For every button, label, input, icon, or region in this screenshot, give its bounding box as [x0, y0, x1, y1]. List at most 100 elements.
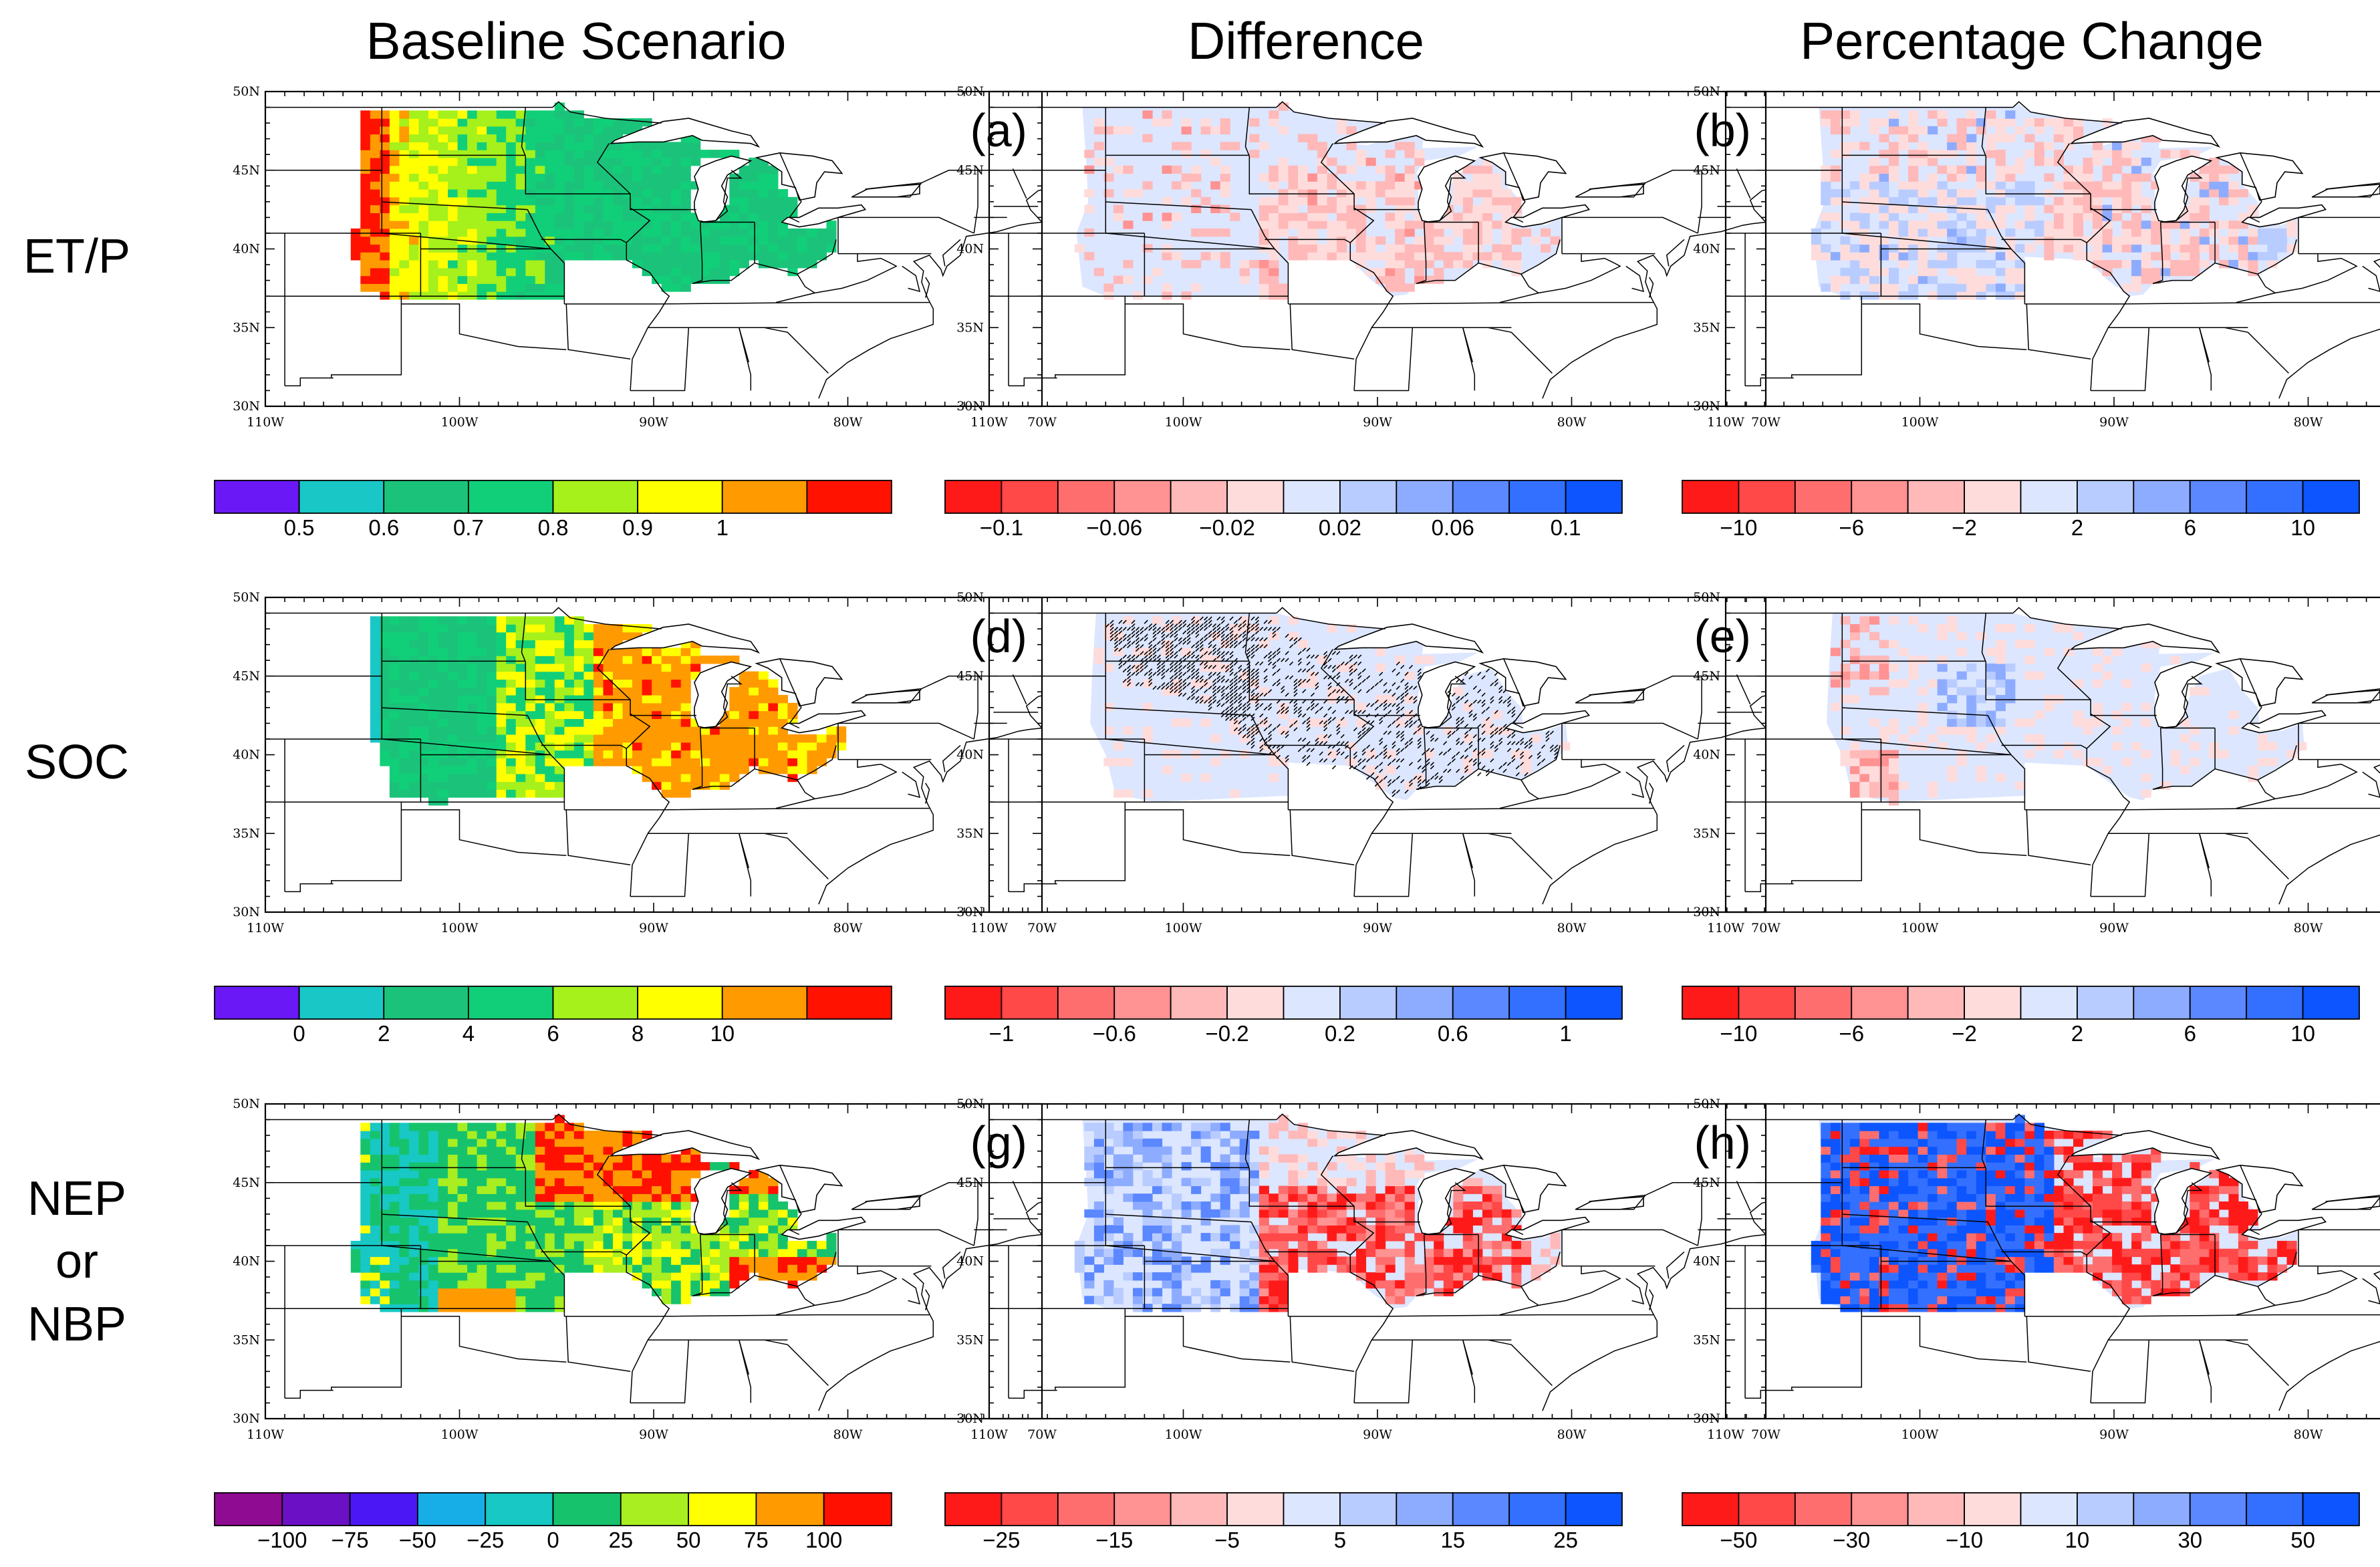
grid-cell	[1356, 181, 1367, 190]
grid-cell	[506, 236, 517, 245]
grid-cell	[1995, 291, 2006, 300]
grid-cell	[632, 624, 643, 633]
grid-cell	[467, 718, 478, 727]
grid-cell	[564, 671, 575, 680]
grid-cell	[487, 758, 497, 766]
stipple-mark	[1327, 692, 1332, 697]
stipple-mark	[1186, 630, 1191, 635]
grid-cell	[1879, 189, 1889, 198]
stipple-mark	[1340, 716, 1345, 721]
grid-cell	[370, 165, 380, 174]
grid-cell	[525, 702, 536, 712]
grid-cell	[1966, 283, 1977, 292]
lake-3	[1478, 658, 1567, 707]
grid-cell	[496, 750, 507, 758]
grid-cell	[564, 142, 575, 150]
stipple-mark	[1430, 734, 1434, 738]
colorbar-swatch	[214, 986, 300, 1020]
stipple-mark	[1212, 699, 1217, 704]
grid-cell	[2179, 252, 2190, 261]
grid-cell	[545, 228, 555, 237]
grid-cell	[1492, 204, 1502, 213]
grid-cell	[380, 110, 390, 119]
grid-cell	[457, 173, 468, 182]
grid-cell	[399, 244, 410, 253]
stipple-mark	[1306, 668, 1311, 673]
grid-cell	[1200, 150, 1211, 158]
grid-cell	[1966, 110, 1977, 119]
grid-cell	[1966, 267, 1977, 277]
stipple-mark	[1144, 651, 1148, 656]
grid-cell	[2286, 228, 2297, 237]
grid-cell	[700, 260, 710, 269]
grid-cell	[680, 267, 691, 277]
grid-cell	[661, 283, 672, 292]
grid-cell	[457, 726, 468, 735]
state-line	[1666, 744, 1685, 772]
grid-cell	[1869, 189, 1880, 198]
grid-cell	[487, 710, 497, 719]
grid-cell	[1840, 118, 1851, 127]
grid-cell	[477, 173, 487, 182]
stipple-mark	[1285, 692, 1289, 697]
grid-cell	[535, 648, 545, 656]
grid-cell	[632, 648, 643, 656]
lake-5	[1575, 184, 1644, 198]
grid-cell	[457, 252, 468, 261]
stipple-mark	[1545, 734, 1550, 738]
grid-cell	[710, 252, 720, 261]
grid-cell	[632, 726, 643, 735]
grid-cell	[1482, 196, 1492, 206]
stipple-mark	[1554, 744, 1559, 749]
grid-cell	[545, 702, 555, 712]
grid-cell	[622, 173, 633, 182]
grid-cell	[506, 221, 517, 229]
stipple-mark	[1246, 699, 1251, 704]
grid-cell	[535, 275, 545, 284]
grid-cell	[2121, 221, 2132, 229]
grid-cell	[2063, 244, 2074, 253]
stipple-mark	[1165, 623, 1170, 627]
stipple-mark	[1109, 630, 1114, 635]
grid-cell	[2121, 157, 2132, 166]
stipple-mark	[1113, 637, 1119, 642]
stipple-mark	[1357, 661, 1362, 666]
stipple-mark	[1113, 648, 1119, 652]
grid-cell	[1976, 181, 1986, 190]
grid-cell	[506, 766, 517, 774]
grid-cell	[428, 718, 439, 727]
grid-cell	[680, 773, 691, 782]
grid-cell	[1307, 252, 1318, 261]
grid-cell	[506, 648, 517, 656]
colorbar-swatch	[1907, 480, 1965, 514]
grid-cell	[603, 695, 614, 704]
stipple-mark	[1242, 716, 1246, 721]
lon-label: 80W	[833, 921, 863, 936]
grid-cell	[642, 702, 652, 712]
grid-cell	[515, 726, 526, 735]
grid-cell	[418, 291, 429, 300]
grid-cell	[652, 165, 662, 174]
grid-cell	[573, 252, 584, 261]
grid-cell	[1501, 244, 1512, 253]
grid-cell	[477, 275, 487, 284]
stipple-mark	[1242, 727, 1246, 732]
grid-cell	[438, 157, 448, 166]
grid-cell	[1414, 150, 1425, 158]
state-line	[1842, 201, 1988, 210]
stipple-mark	[1426, 730, 1430, 735]
stipple-mark	[1229, 716, 1234, 721]
grid-cell	[496, 189, 507, 198]
stipple-mark	[1212, 630, 1217, 635]
stipple-mark	[1515, 772, 1520, 776]
grid-cell	[1239, 671, 1250, 680]
grid-cell	[2102, 173, 2113, 182]
grid-cell	[1317, 173, 1327, 182]
stipple-mark	[1481, 692, 1486, 697]
stipple-mark	[1447, 762, 1452, 766]
stipple-mark	[1238, 720, 1242, 725]
grid-cell	[2093, 196, 2103, 206]
grid-cell	[448, 616, 458, 625]
stipple-mark	[1451, 758, 1456, 763]
grid-cell	[787, 204, 798, 213]
